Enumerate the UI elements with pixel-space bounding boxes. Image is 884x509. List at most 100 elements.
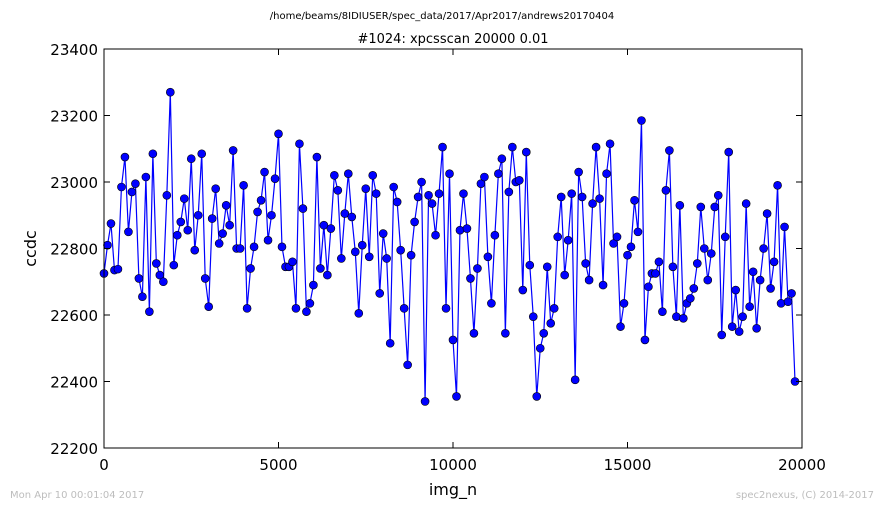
- data-point: [665, 146, 674, 155]
- data-point: [431, 230, 440, 240]
- data-point: [490, 230, 500, 240]
- data-point: [539, 328, 549, 338]
- data-point: [176, 217, 186, 227]
- data-point: [584, 275, 594, 285]
- data-point: [134, 274, 144, 283]
- data-point: [734, 327, 744, 336]
- data-point: [452, 392, 461, 401]
- data-point: [518, 285, 528, 295]
- data-point: [256, 195, 266, 205]
- data-point: [207, 214, 217, 223]
- data-point: [253, 207, 262, 217]
- data-point: [699, 244, 709, 253]
- y-tick-label: 22800: [50, 241, 98, 259]
- data-point: [326, 224, 336, 233]
- data-point: [741, 199, 751, 208]
- data-point: [396, 245, 405, 255]
- data-point: [494, 169, 503, 178]
- data-point: [378, 229, 388, 238]
- data-point: [731, 285, 740, 295]
- data-point: [333, 186, 343, 195]
- data-point: [776, 299, 786, 308]
- data-point: [658, 307, 667, 316]
- data-point: [141, 172, 151, 182]
- data-point: [696, 202, 706, 212]
- data-point: [340, 209, 350, 218]
- data-point: [235, 244, 245, 253]
- data-point: [138, 292, 147, 302]
- data-point: [515, 176, 524, 185]
- data-point: [131, 179, 140, 188]
- data-point: [473, 264, 482, 273]
- data-point: [399, 304, 409, 313]
- data-point: [762, 209, 772, 218]
- data-point: [249, 242, 259, 252]
- data-point: [267, 210, 276, 220]
- data-point: [211, 184, 220, 193]
- data-point: [532, 392, 542, 401]
- data-point: [626, 242, 636, 252]
- series-line: [103, 92, 796, 402]
- data-point: [713, 191, 723, 200]
- data-point: [270, 174, 280, 183]
- data-point: [497, 154, 507, 164]
- data-point: [623, 250, 632, 260]
- data-point: [588, 199, 597, 208]
- data-point: [448, 335, 458, 345]
- data-point: [612, 232, 622, 242]
- data-point: [117, 182, 126, 192]
- data-point: [480, 172, 489, 182]
- data-point: [780, 222, 789, 232]
- data-point: [145, 307, 154, 316]
- data-point: [528, 312, 538, 321]
- data-point: [609, 239, 618, 248]
- data-point: [316, 264, 325, 273]
- data-point: [179, 194, 189, 203]
- data-point: [152, 259, 161, 268]
- data-point: [759, 244, 768, 253]
- data-point: [246, 264, 255, 273]
- data-point: [103, 240, 112, 250]
- data-point: [459, 189, 468, 198]
- data-point: [420, 397, 430, 406]
- data-point: [438, 142, 447, 152]
- x-axis-label: img_n: [429, 480, 477, 500]
- data-point: [445, 169, 454, 178]
- data-point: [295, 139, 304, 149]
- data-point: [239, 181, 248, 190]
- data-point: [581, 259, 590, 268]
- data-point: [319, 220, 329, 230]
- x-tick-label: 5000: [259, 456, 297, 474]
- data-point: [689, 284, 699, 293]
- data-point: [413, 192, 423, 202]
- data-point: [389, 182, 398, 192]
- y-tick-label: 23200: [50, 108, 98, 126]
- data-point: [330, 171, 339, 180]
- data-point: [225, 220, 234, 230]
- y-tick-label: 22400: [50, 374, 98, 392]
- data-point: [616, 322, 625, 331]
- data-point: [424, 191, 433, 200]
- data-point: [679, 314, 688, 323]
- data-point: [619, 299, 629, 308]
- data-point: [483, 252, 493, 262]
- data-point: [385, 338, 395, 348]
- data-point: [368, 171, 378, 180]
- data-point: [595, 194, 604, 203]
- data-point: [312, 152, 322, 162]
- data-point: [186, 154, 196, 164]
- data-point: [476, 179, 486, 188]
- data-point: [752, 323, 761, 333]
- footer-credit: spec2nexus, (C) 2014-2017: [735, 490, 874, 501]
- data-point: [769, 257, 779, 267]
- data-point: [546, 319, 556, 328]
- data-point: [717, 330, 727, 340]
- data-point: [703, 275, 713, 285]
- data-point: [727, 322, 737, 331]
- data-point: [302, 307, 311, 316]
- data-point: [602, 169, 611, 178]
- data-point: [441, 304, 451, 313]
- y-tick-label: 22200: [50, 440, 98, 458]
- data-point: [382, 254, 391, 263]
